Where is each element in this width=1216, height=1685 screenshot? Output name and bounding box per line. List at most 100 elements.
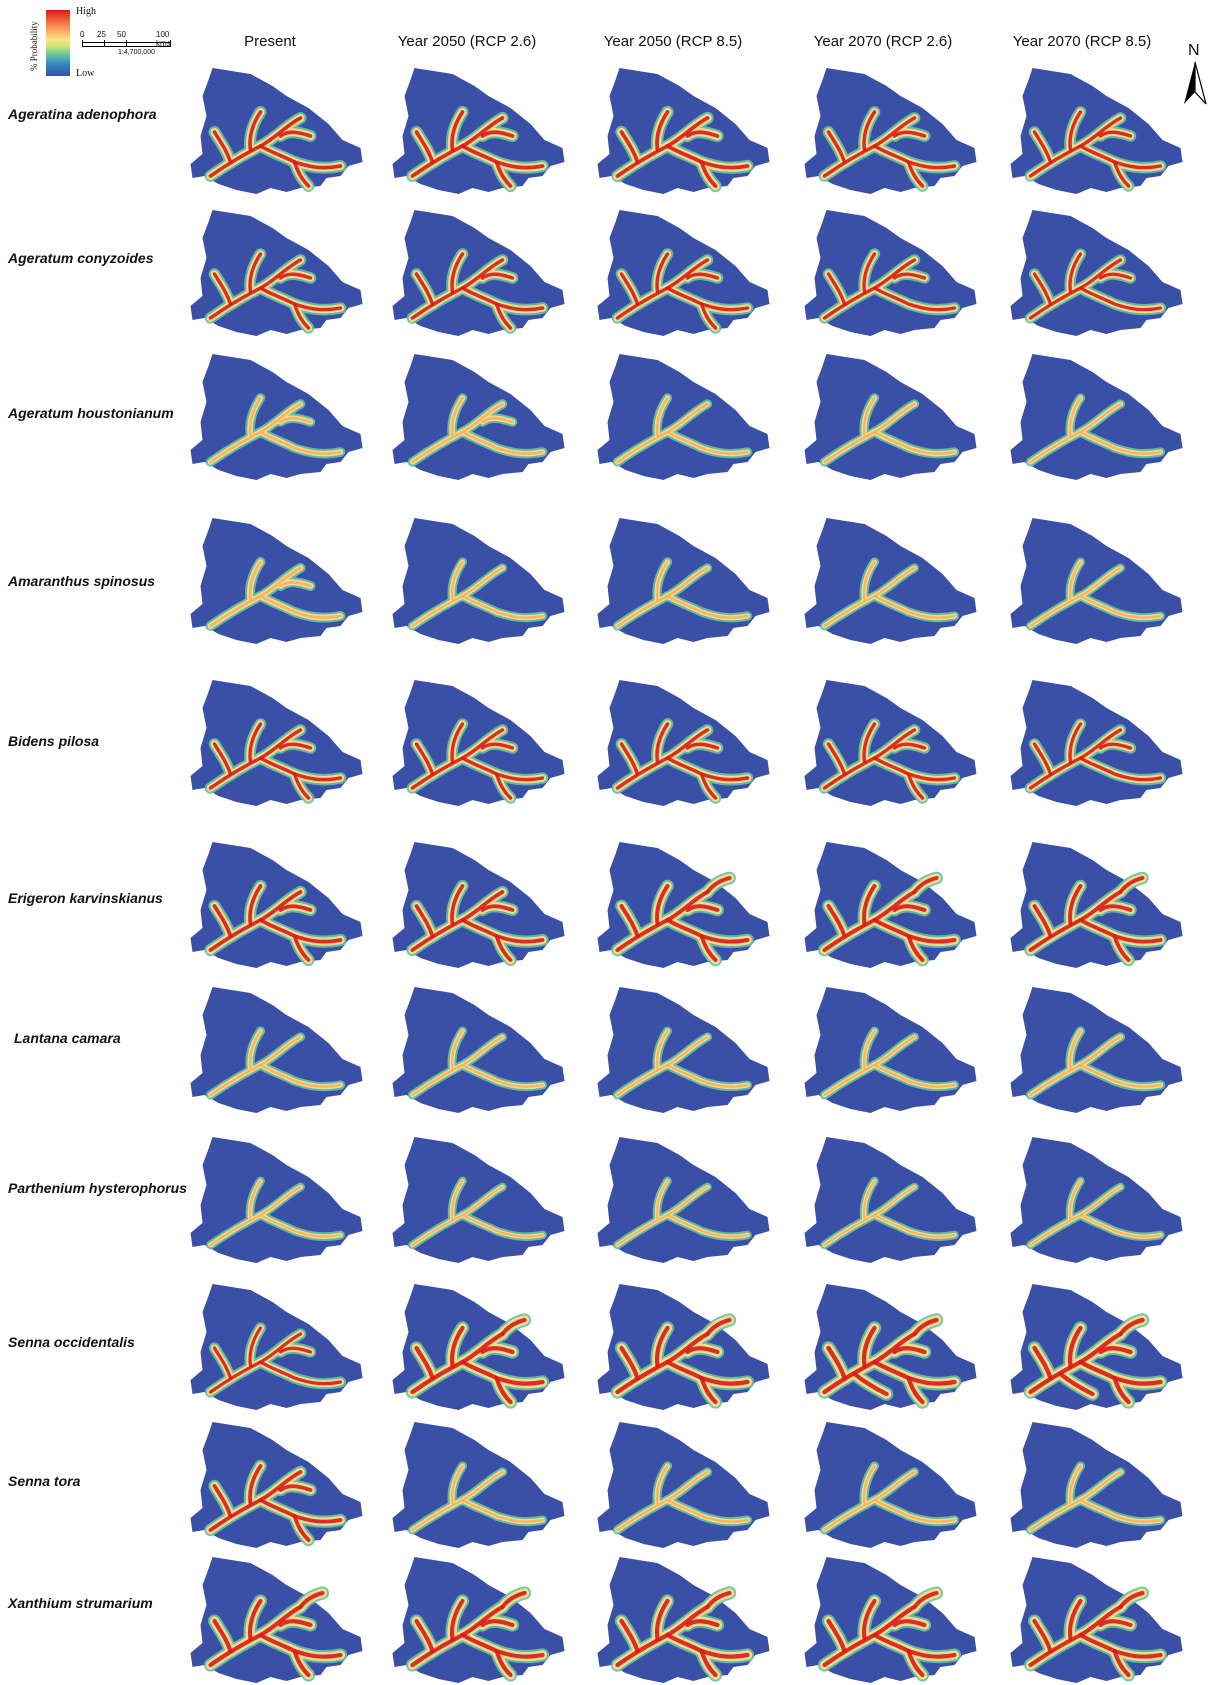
suitability-area: [826, 1345, 847, 1381]
distribution-map: [392, 987, 565, 1113]
suitability-area: [278, 904, 313, 912]
suitability-area: [292, 934, 311, 962]
suitability-area: [1032, 130, 1053, 164]
distribution-map: [190, 210, 363, 336]
suitability-area: [212, 1346, 233, 1380]
scale-tick-label: 50: [117, 30, 126, 39]
suitability-area: [292, 160, 311, 188]
distribution-map: [804, 680, 977, 806]
row-label: Parthenium hysterophorus: [8, 1180, 187, 1196]
distribution-map: [597, 68, 770, 194]
suitability-area: [862, 1029, 876, 1071]
distribution-map: [804, 842, 977, 968]
row-label: Ageratina adenophora: [8, 106, 157, 122]
suitability-area: [292, 772, 311, 800]
suitability-area: [666, 1063, 749, 1088]
suitability-area: [1068, 396, 1082, 438]
suitability-area: [861, 1325, 877, 1369]
suitability-area: [906, 1375, 925, 1405]
suitability-area: [494, 160, 513, 188]
distribution-map: [190, 354, 363, 480]
suitability-area: [1098, 1346, 1133, 1355]
suitability-area: [655, 722, 670, 764]
suitability-area: [248, 560, 262, 602]
suitability-area: [1098, 1619, 1133, 1628]
suitability-area: [1078, 756, 1163, 782]
distribution-map: [1010, 987, 1183, 1113]
suitability-area: [892, 1619, 927, 1628]
suitability-area: [862, 252, 877, 294]
north-label: N: [1188, 42, 1200, 59]
suitability-area: [414, 742, 435, 776]
distribution-map: [392, 518, 565, 644]
suitability-area: [248, 722, 263, 764]
suitability-area: [862, 722, 877, 764]
suitability-area: [685, 272, 720, 280]
suitability-area: [666, 430, 749, 455]
distribution-map: [597, 210, 770, 336]
suitability-area: [892, 130, 927, 138]
suitability-area: [248, 252, 263, 294]
suitability-area: [861, 1598, 877, 1642]
suitability-area: [906, 160, 925, 188]
suitability-area: [292, 1514, 311, 1542]
distribution-map: [804, 1557, 977, 1683]
distribution-map: [597, 354, 770, 480]
suitability-area: [278, 742, 313, 750]
suitability-area: [1079, 430, 1162, 455]
distribution-map: [597, 1137, 770, 1263]
distribution-map: [190, 842, 363, 968]
suitability-area: [1079, 1213, 1162, 1238]
suitability-area: [500, 1590, 527, 1610]
suitability-area: [862, 1179, 876, 1221]
suitability-area: [279, 416, 312, 424]
suitability-area: [298, 1590, 325, 1610]
suitability-area: [826, 130, 847, 164]
suitability-area: [705, 876, 732, 894]
suitability-area: [873, 1213, 956, 1238]
suitability-area: [666, 1213, 749, 1238]
suitability-area: [852, 1371, 889, 1397]
row-label: Senna occidentalis: [8, 1334, 135, 1350]
distribution-map: [1010, 1284, 1183, 1410]
scale-tick-label: 0: [80, 30, 85, 39]
suitability-area: [654, 1325, 670, 1369]
scale-tick-label: 25: [97, 30, 106, 39]
suitability-area: [1068, 1464, 1082, 1506]
distribution-map: [392, 1422, 565, 1548]
suitability-area: [1032, 272, 1053, 306]
suitability-area: [655, 252, 670, 294]
suitability-area: [461, 430, 544, 455]
distribution-map: [190, 1137, 363, 1263]
suitability-area: [1068, 560, 1082, 602]
suitability-area: [685, 1346, 720, 1355]
distribution-map: [392, 1557, 565, 1683]
distribution-map: [597, 1422, 770, 1548]
suitability-area: [906, 772, 925, 800]
suitability-area: [259, 1213, 342, 1238]
suitability-area: [1112, 160, 1131, 188]
suitability-area: [414, 1345, 435, 1381]
row-label: Senna tora: [8, 1473, 81, 1489]
scale-ratio: 1:4,700,000: [118, 49, 155, 56]
scale-tick: [170, 40, 171, 47]
distribution-map: [392, 1284, 565, 1410]
suitability-area: [826, 742, 847, 776]
suitability-area: [1112, 934, 1131, 962]
distribution-map: [1010, 354, 1183, 480]
distribution-map: [392, 680, 565, 806]
suitability-area: [892, 742, 927, 750]
distribution-map: [804, 518, 977, 644]
distribution-map: [804, 987, 977, 1113]
suitability-area: [494, 772, 513, 800]
north-arrow: N: [1178, 42, 1212, 108]
suitability-area: [461, 1498, 544, 1523]
suitability-area: [1068, 252, 1083, 294]
distribution-map: [1010, 680, 1183, 806]
suitability-area: [450, 252, 465, 294]
suitability-area: [414, 904, 435, 938]
suitability-area: [619, 742, 640, 776]
suitability-area: [862, 396, 876, 438]
suitability-area: [1068, 722, 1083, 764]
suitability-area: [1079, 1498, 1162, 1523]
